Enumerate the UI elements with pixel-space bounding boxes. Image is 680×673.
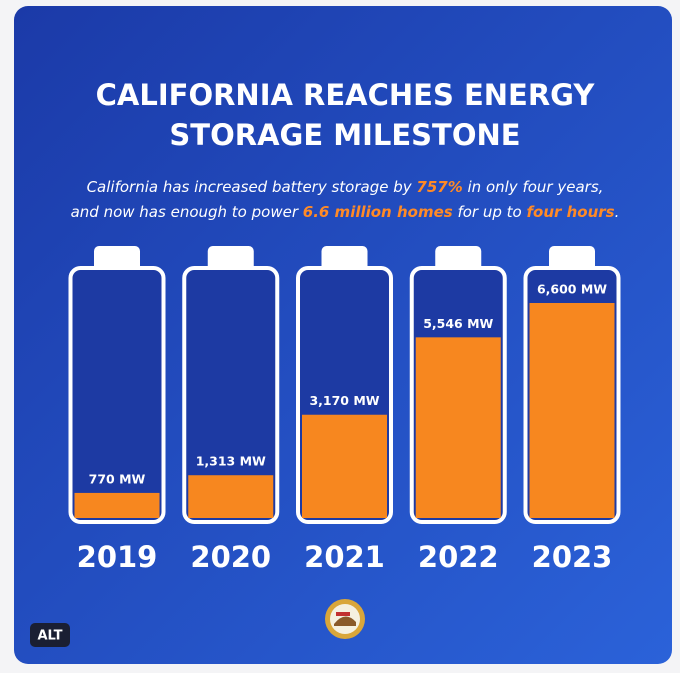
x-tick-label: 2023 [532, 540, 613, 574]
bar [529, 303, 615, 518]
subtitle-segment: 757% [416, 178, 462, 196]
value-label: 5,546 MW [423, 316, 493, 331]
seal [325, 599, 365, 639]
chart-subtitle: California has increased battery storage… [87, 178, 604, 196]
x-tick-label: 2022 [418, 540, 499, 574]
value-label: 3,170 MW [309, 393, 379, 408]
subtitle-segment: 6.6 million homes [303, 203, 453, 221]
value-label: 1,313 MW [196, 454, 266, 469]
subtitle-segment: for up to [453, 203, 527, 221]
battery-body [68, 266, 166, 524]
bar [74, 492, 160, 518]
alt-badge[interactable] [30, 623, 70, 647]
subtitle-segment: . [615, 203, 620, 221]
subtitle-segment: in only four years, [463, 178, 604, 196]
x-tick-label: 2020 [190, 540, 271, 574]
chart-title: CALIFORNIA REACHES ENERGY [96, 78, 596, 112]
battery-cap [94, 246, 140, 272]
subtitle-segment: and now has enough to power [71, 203, 303, 221]
x-tick-label: 2019 [77, 540, 158, 574]
x-tick-label: 2021 [304, 540, 385, 574]
subtitle-segment: California has increased battery storage… [87, 178, 417, 196]
chart-title: STORAGE MILESTONE [169, 118, 520, 152]
bar [188, 475, 274, 518]
battery-cap [549, 246, 595, 272]
value-label: 6,600 MW [537, 282, 607, 297]
bar [302, 414, 387, 518]
battery-cap [207, 246, 254, 272]
chart-subtitle: and now has enough to power 6.6 million … [71, 203, 620, 221]
value-label: 770 MW [89, 471, 146, 486]
bar [415, 337, 501, 518]
alt-badge-label[interactable]: ALT [37, 629, 62, 644]
battery-cap [435, 246, 482, 272]
battery-body [182, 266, 280, 524]
subtitle-segment: four hours [526, 203, 614, 221]
battery-cap [321, 246, 368, 272]
